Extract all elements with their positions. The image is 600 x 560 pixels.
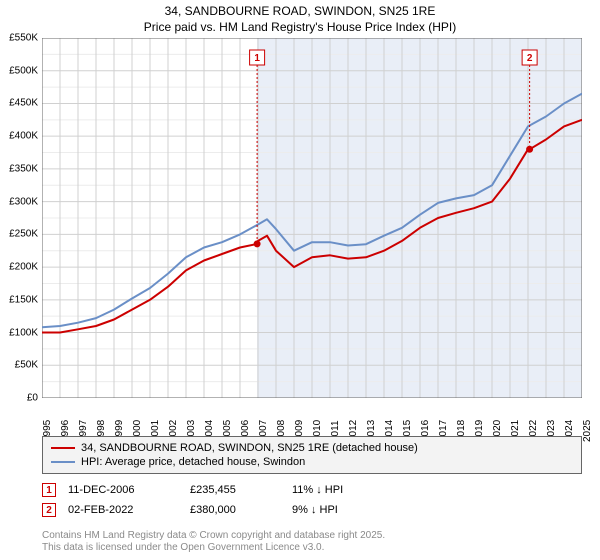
y-tick-label: £350K	[9, 163, 38, 174]
legend-row: HPI: Average price, detached house, Swin…	[51, 455, 573, 469]
sale-points-table: 1 11-DEC-2006 £235,455 11% ↓ HPI 2 02-FEB-202…	[42, 480, 582, 520]
legend-label: HPI: Average price, detached house, Swin…	[81, 456, 305, 468]
y-tick-label: £0	[27, 393, 38, 404]
legend-label: 34, SANDBOURNE ROAD, SWINDON, SN25 1RE (…	[81, 442, 418, 454]
y-tick-label: £50K	[15, 360, 38, 371]
footer-line-2: This data is licensed under the Open Gov…	[42, 542, 582, 554]
sale-point-marker: 2	[42, 503, 56, 517]
sale-point-row: 2 02-FEB-2022 £380,000 9% ↓ HPI	[42, 500, 582, 520]
attribution-footer: Contains HM Land Registry data © Crown c…	[42, 530, 582, 554]
y-tick-label: £400K	[9, 131, 38, 142]
y-tick-label: £200K	[9, 262, 38, 273]
sale-point-marker: 1	[42, 483, 56, 497]
x-axis-labels: 1995199619971998199920002001200220032004…	[42, 400, 582, 436]
legend-row: 34, SANDBOURNE ROAD, SWINDON, SN25 1RE (…	[51, 441, 573, 455]
sale-point-date: 02-FEB-2022	[68, 504, 178, 516]
y-tick-label: £300K	[9, 196, 38, 207]
x-tick-label: 2025	[582, 420, 593, 442]
legend: 34, SANDBOURNE ROAD, SWINDON, SN25 1RE (…	[42, 436, 582, 474]
y-tick-label: £550K	[9, 33, 38, 44]
chart-container: 34, SANDBOURNE ROAD, SWINDON, SN25 1RE P…	[0, 0, 600, 560]
y-tick-label: £150K	[9, 294, 38, 305]
svg-text:1: 1	[254, 53, 260, 64]
y-tick-label: £500K	[9, 65, 38, 76]
chart-svg: 12	[42, 38, 582, 398]
chart-title-sub: Price paid vs. HM Land Registry's House …	[0, 20, 600, 36]
sale-point-pct: 11% ↓ HPI	[292, 484, 382, 496]
sale-point-pct: 9% ↓ HPI	[292, 504, 382, 516]
legend-swatch	[51, 447, 75, 449]
footer-line-1: Contains HM Land Registry data © Crown c…	[42, 530, 582, 542]
sale-point-price: £380,000	[190, 504, 280, 516]
chart-title-block: 34, SANDBOURNE ROAD, SWINDON, SN25 1RE P…	[0, 0, 600, 35]
y-tick-label: £450K	[9, 98, 38, 109]
y-tick-label: £100K	[9, 327, 38, 338]
sale-point-price: £235,455	[190, 484, 280, 496]
y-tick-label: £250K	[9, 229, 38, 240]
svg-text:2: 2	[527, 53, 533, 64]
legend-swatch	[51, 461, 75, 463]
sale-point-row: 1 11-DEC-2006 £235,455 11% ↓ HPI	[42, 480, 582, 500]
chart-title-main: 34, SANDBOURNE ROAD, SWINDON, SN25 1RE	[0, 4, 600, 20]
sale-point-date: 11-DEC-2006	[68, 484, 178, 496]
y-axis-labels: £0£50K£100K£150K£200K£250K£300K£350K£400…	[0, 38, 40, 398]
